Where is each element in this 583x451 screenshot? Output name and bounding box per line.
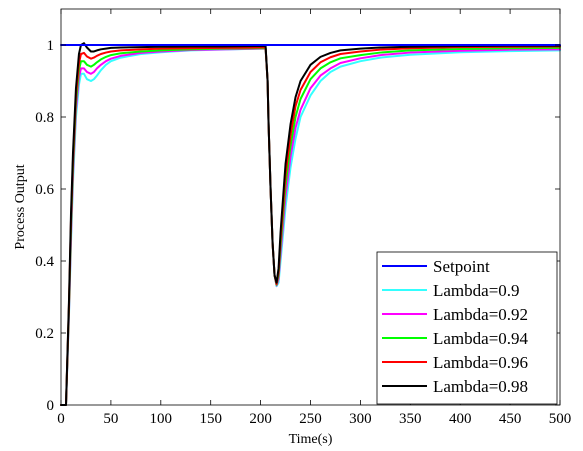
x-tick-label: 50 <box>103 411 118 427</box>
y-tick-label: 0.8 <box>35 110 54 126</box>
x-tick-label: 350 <box>399 411 422 427</box>
x-tick-label: 300 <box>349 411 372 427</box>
x-tick-label: 150 <box>199 411 222 427</box>
x-tick-label: 200 <box>249 411 272 427</box>
legend-box <box>376 251 558 405</box>
legend-label-lambda-0-92: Lambda=0.92 <box>433 305 528 324</box>
y-axis-label: Process Output <box>13 164 28 249</box>
x-tick-label: 100 <box>150 411 173 427</box>
legend-label-lambda-0-94: Lambda=0.94 <box>433 329 529 348</box>
legend: Setpoint Lambda=0.9 Lambda=0.92 Lambda=0.94… <box>376 251 558 405</box>
legend-label-setpoint: Setpoint <box>433 257 490 276</box>
y-tick-label: 1 <box>47 38 55 54</box>
y-tick-label: 0.6 <box>35 182 54 198</box>
x-tick-label: 400 <box>449 411 472 427</box>
y-tick-label: 0 <box>47 398 55 414</box>
x-axis-label: Time(s) <box>289 432 333 447</box>
legend-label-lambda-0-9: Lambda=0.9 <box>433 281 520 300</box>
legend-label-lambda-0-98: Lambda=0.98 <box>433 377 528 396</box>
x-tick-label: 250 <box>299 411 322 427</box>
x-tick-label: 450 <box>499 411 522 427</box>
y-tick-label: 0.2 <box>35 326 54 342</box>
ticks-layer: 0 50 100 150 200 250 300 350 400 450 500 0 0.2 0.4 0.6… <box>35 9 571 427</box>
series-layer <box>60 42 561 406</box>
legend-label-lambda-0-96: Lambda=0.96 <box>433 353 528 372</box>
x-tick-label: 500 <box>549 411 572 427</box>
y-tick-label: 0.4 <box>35 254 54 270</box>
x-tick-label: 0 <box>57 411 65 427</box>
